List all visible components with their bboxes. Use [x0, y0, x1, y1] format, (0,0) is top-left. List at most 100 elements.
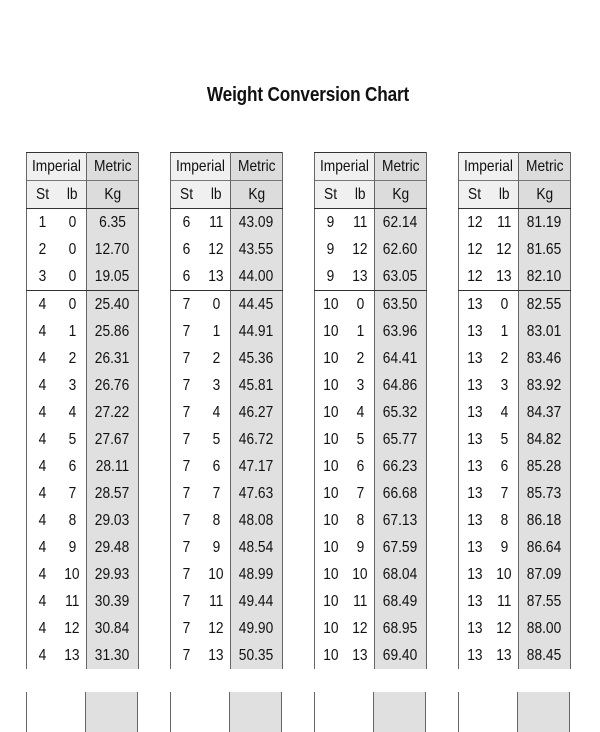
kilogram-cell-text: 88.00 — [527, 620, 562, 637]
table-row: 4 10 29.93 — [26, 561, 139, 588]
stone-cell-text: 13 — [466, 296, 483, 313]
kg-header-text: Kg — [248, 186, 265, 203]
kilogram-cell-text: 45.81 — [239, 377, 274, 394]
stone-cell-text: 10 — [322, 485, 339, 502]
stone-cell: 10 — [314, 588, 346, 615]
pound-cell-text: 12 — [64, 620, 80, 637]
stone-cell: 10 — [314, 318, 346, 345]
pound-cell-text: 5 — [500, 431, 508, 448]
stone-cell: 7 — [170, 507, 202, 534]
kilogram-cell-text: 27.67 — [95, 431, 130, 448]
table-row: 7 3 45.81 — [170, 372, 283, 399]
pound-cell: 11 — [490, 208, 519, 236]
table-row: 10 0 63.50 — [314, 290, 427, 318]
pound-cell: 2 — [58, 345, 87, 372]
table-row: 13 10 87.09 — [458, 561, 571, 588]
pound-cell-text: 4 — [356, 404, 364, 421]
table-row: 7 1 44.91 — [170, 318, 283, 345]
stone-cell: 10 — [314, 561, 346, 588]
kilogram-cell: 27.22 — [86, 399, 139, 426]
imperial-header: Imperial — [26, 152, 87, 181]
pound-cell: 13 — [346, 263, 375, 291]
stone-cell: 12 — [458, 208, 490, 236]
kilogram-cell-text: 50.35 — [239, 647, 274, 664]
kilogram-cell: 46.72 — [230, 426, 283, 453]
table-row: 10 13 69.40 — [314, 642, 427, 669]
table-row: 4 3 26.76 — [26, 372, 139, 399]
stone-cell: 4 — [26, 399, 58, 426]
stone-cell-text: 10 — [322, 323, 339, 340]
stone-cell-text: 7 — [182, 404, 191, 421]
kilogram-cell: 45.36 — [230, 345, 283, 372]
pound-cell: 13 — [58, 642, 87, 669]
kilogram-cell-text: 47.63 — [239, 485, 274, 502]
table-row: 13 11 87.55 — [458, 588, 571, 615]
table-row: 10 5 65.77 — [314, 426, 427, 453]
stone-cell: 7 — [170, 642, 202, 669]
kilogram-cell-text: 49.44 — [239, 593, 274, 610]
table-row: 4 1 25.86 — [26, 318, 139, 345]
stone-cell: 9 — [314, 263, 346, 291]
kilogram-cell-text: 88.45 — [527, 647, 562, 664]
st-header-text: St — [35, 186, 50, 203]
pound-cell-text: 13 — [352, 647, 368, 664]
table-row: 7 4 46.27 — [170, 399, 283, 426]
table-row: 10 3 64.86 — [314, 372, 427, 399]
pound-cell-text: 11 — [496, 214, 512, 231]
stone-cell: 7 — [170, 290, 202, 318]
kilogram-cell-text: 87.55 — [527, 593, 562, 610]
pound-cell: 6 — [58, 453, 87, 480]
pound-cell: 0 — [202, 290, 231, 318]
stone-cell: 13 — [458, 318, 490, 345]
kilogram-cell-text: 31.30 — [95, 647, 130, 664]
pound-cell: 3 — [58, 372, 87, 399]
kilogram-cell: 66.68 — [374, 480, 427, 507]
kilogram-cell-text: 29.48 — [95, 539, 130, 556]
kilogram-cell-text: 30.84 — [95, 620, 130, 637]
pound-cell-text: 4 — [212, 404, 220, 421]
table-row: 7 10 48.99 — [170, 561, 283, 588]
kilogram-cell: 69.40 — [374, 642, 427, 669]
table-row: 6 12 43.55 — [170, 236, 283, 263]
pound-cell: 8 — [346, 507, 375, 534]
stone-cell: 6 — [170, 263, 202, 291]
kilogram-cell: 48.08 — [230, 507, 283, 534]
pound-cell-text: 13 — [496, 268, 512, 285]
stone-cell-text: 4 — [38, 620, 47, 637]
stone-cell: 7 — [170, 615, 202, 642]
stone-cell: 10 — [314, 615, 346, 642]
kilogram-cell-text: 12.70 — [95, 241, 130, 258]
table-row: 6 13 44.00 — [170, 263, 283, 291]
kilogram-cell-text: 84.82 — [527, 431, 562, 448]
pound-cell: 13 — [346, 642, 375, 669]
pound-cell-text: 1 — [212, 323, 220, 340]
kilogram-cell-text: 85.73 — [527, 485, 562, 502]
pound-cell-text: 7 — [212, 485, 220, 502]
pound-cell-text: 12 — [352, 241, 368, 258]
stone-cell: 10 — [314, 642, 346, 669]
table-row: 4 12 30.84 — [26, 615, 139, 642]
lb-header-text: lb — [498, 186, 510, 203]
pound-cell: 7 — [58, 480, 87, 507]
pound-cell: 7 — [346, 480, 375, 507]
stone-cell-text: 10 — [322, 566, 339, 583]
kilogram-cell-text: 28.57 — [95, 485, 130, 502]
pound-cell: 3 — [490, 372, 519, 399]
kilogram-cell: 48.54 — [230, 534, 283, 561]
metric-header-text: Metric — [93, 158, 132, 175]
kilogram-cell-text: 48.08 — [239, 512, 274, 529]
stone-cell-text: 7 — [182, 539, 191, 556]
kilogram-cell: 49.90 — [230, 615, 283, 642]
header-row-columns: St lb Kg — [170, 180, 283, 209]
pound-cell-text: 6 — [500, 458, 508, 475]
stone-cell-text: 10 — [322, 377, 339, 394]
pound-cell-text: 2 — [212, 350, 220, 367]
stone-cell: 13 — [458, 480, 490, 507]
kilogram-cell: 48.99 — [230, 561, 283, 588]
pound-cell-text: 5 — [356, 431, 364, 448]
metric-header-text: Metric — [381, 158, 420, 175]
kilogram-cell: 86.18 — [518, 507, 571, 534]
stone-cell-text: 10 — [322, 512, 339, 529]
kilogram-cell-text: 66.23 — [383, 458, 418, 475]
table-row: 10 12 68.95 — [314, 615, 427, 642]
